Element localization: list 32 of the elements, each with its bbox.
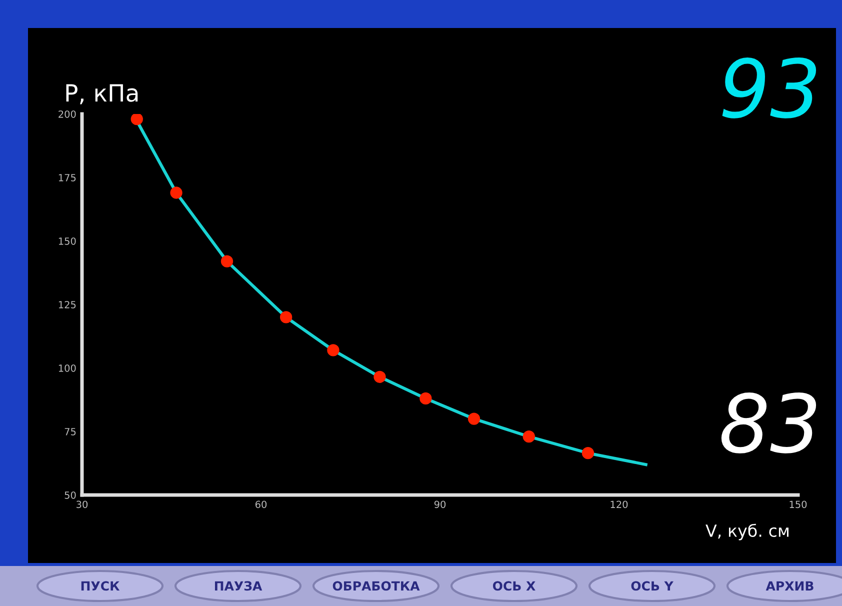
- text: АРХИВ: [766, 581, 814, 590]
- y-tick-label: 175: [58, 174, 76, 182]
- point: [374, 370, 386, 383]
- text: ОБРАБОТКА: [332, 581, 420, 591]
- point: [468, 412, 480, 425]
- x-tick-label: 60: [255, 500, 267, 508]
- point: [420, 392, 432, 405]
- point: [170, 186, 182, 199]
- point: [327, 344, 340, 356]
- x-tick-label: 120: [610, 500, 628, 508]
- text: ОСЬ Y: [631, 581, 674, 591]
- y-tick-label: 50: [64, 491, 76, 499]
- annotation: 83: [721, 392, 816, 454]
- point: [522, 430, 535, 443]
- y-tick-label: 150: [58, 237, 76, 245]
- y-axis-title: P, кПа: [66, 84, 138, 104]
- y-tick-label: 100: [58, 364, 76, 372]
- text: ОСЬ X: [492, 581, 536, 591]
- point: [220, 255, 234, 268]
- annotation: 93: [722, 57, 816, 118]
- text: ПУСК: [81, 581, 120, 591]
- point: [582, 447, 594, 460]
- x-tick-label: 90: [434, 500, 446, 508]
- point: [280, 311, 292, 324]
- point: [130, 114, 143, 126]
- x-axis-title: V, куб. см: [706, 524, 788, 540]
- y-tick-label: 125: [58, 300, 76, 308]
- y-tick-label: 200: [58, 110, 76, 118]
- y-tick-label: 75: [64, 428, 76, 436]
- x-tick-label: 150: [790, 500, 807, 508]
- x-tick-label: 30: [76, 500, 88, 508]
- text: ПАУЗА: [214, 581, 262, 591]
